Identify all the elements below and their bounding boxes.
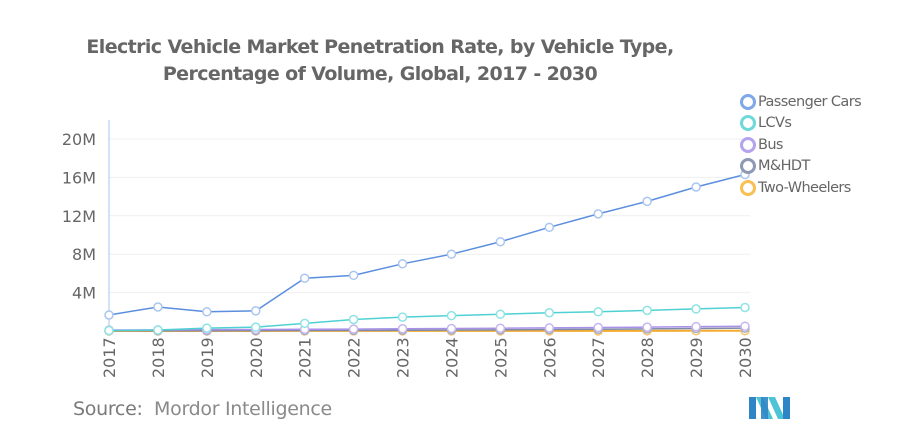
legend-item-two-wheelers[interactable]: Two-Wheelers bbox=[740, 177, 861, 199]
y-axis-ticks: 4M 8M 12M 16M 20M bbox=[62, 130, 96, 303]
y-tick-label: 4M bbox=[72, 284, 96, 303]
mordor-intelligence-logo-icon bbox=[749, 397, 790, 419]
data-point bbox=[642, 322, 652, 332]
data-point bbox=[593, 322, 603, 333]
x-axis-ticks: 2017 2018 2019 2020 2021 2022 2023 2024 2025 2026… bbox=[100, 337, 755, 378]
data-point bbox=[691, 321, 701, 332]
data-point bbox=[153, 302, 163, 312]
legend-item-mhdt[interactable]: M&HDT bbox=[740, 156, 861, 178]
legend-circle-icon bbox=[740, 179, 756, 196]
gridlines bbox=[109, 138, 750, 294]
data-point bbox=[495, 236, 506, 247]
source-note: Source: Mordor Intelligence bbox=[73, 398, 332, 420]
x-tick-label: 2022 bbox=[345, 337, 364, 378]
series-line-lcvs bbox=[108, 306, 746, 332]
legend: Passenger Cars LCVs Bus M&HDT Two-Wheele… bbox=[740, 91, 862, 199]
axes bbox=[108, 120, 750, 332]
x-tick-label: 2028 bbox=[638, 337, 657, 378]
data-point bbox=[348, 324, 359, 334]
x-tick-label: 2018 bbox=[149, 337, 168, 378]
x-tick-label: 2019 bbox=[198, 337, 217, 378]
x-tick-label: 2030 bbox=[736, 337, 755, 378]
chart-title: Electric Vehicle Market Penetration Rate… bbox=[0, 34, 760, 88]
source-value: Mordor Intelligence bbox=[154, 398, 332, 420]
series-lcvs bbox=[104, 302, 750, 336]
x-tick-label: 2021 bbox=[296, 337, 315, 378]
series-passenger-cars bbox=[104, 169, 750, 320]
legend-circle-icon bbox=[740, 158, 756, 175]
legend-item-passenger-cars[interactable]: Passenger Cars bbox=[740, 91, 862, 113]
y-tick-label: 8M bbox=[72, 245, 96, 264]
data-point bbox=[251, 306, 261, 316]
legend-item-lcvs[interactable]: LCVs bbox=[740, 113, 861, 135]
data-point bbox=[544, 323, 555, 333]
legend-label: Bus bbox=[758, 136, 784, 153]
x-tick-label: 2023 bbox=[394, 337, 413, 378]
data-point bbox=[251, 322, 261, 332]
legend-circle-icon bbox=[740, 115, 756, 132]
series-line-passenger-cars bbox=[108, 173, 746, 316]
data-point bbox=[446, 323, 457, 334]
data-point bbox=[593, 307, 603, 317]
legend-circle-icon bbox=[740, 136, 756, 153]
legend-item-bus[interactable]: Bus bbox=[740, 134, 861, 156]
data-point bbox=[691, 304, 701, 314]
x-tick-label: 2017 bbox=[100, 337, 119, 378]
x-tick-label: 2020 bbox=[247, 337, 266, 378]
data-point bbox=[397, 312, 408, 322]
data-point bbox=[740, 321, 750, 331]
data-point bbox=[544, 222, 555, 233]
x-tick-label: 2025 bbox=[491, 337, 510, 378]
x-tick-label: 2029 bbox=[687, 337, 706, 378]
data-point bbox=[495, 309, 506, 319]
data-point bbox=[691, 182, 701, 192]
data-point bbox=[202, 307, 212, 317]
series-line-bus bbox=[108, 325, 746, 331]
data-point bbox=[642, 305, 652, 316]
data-point bbox=[299, 318, 310, 329]
data-point bbox=[104, 325, 114, 336]
x-tick-label: 2026 bbox=[540, 337, 559, 378]
data-point bbox=[153, 325, 163, 335]
data-point bbox=[446, 249, 457, 259]
chart-title-line2: Percentage of Volume, Global, 2017 - 203… bbox=[162, 63, 598, 85]
data-point bbox=[544, 308, 555, 318]
x-tick-label: 2027 bbox=[589, 337, 608, 378]
legend-label: LCVs bbox=[758, 115, 792, 132]
data-point bbox=[397, 324, 408, 334]
data-point bbox=[348, 270, 359, 281]
y-tick-label: 12M bbox=[62, 207, 96, 226]
y-tick-label: 20M bbox=[62, 130, 96, 149]
data-point bbox=[104, 310, 114, 320]
legend-label: Passenger Cars bbox=[758, 93, 862, 110]
data-point bbox=[202, 323, 212, 333]
legend-label: M&HDT bbox=[758, 158, 810, 175]
chart-title-line1: Electric Vehicle Market Penetration Rate… bbox=[86, 36, 674, 58]
data-point bbox=[397, 259, 408, 269]
x-tick-label: 2024 bbox=[442, 337, 461, 378]
source-label: Source: bbox=[73, 398, 143, 420]
data-point bbox=[642, 196, 652, 207]
data-point bbox=[593, 209, 603, 219]
series-line-m-hdt bbox=[108, 327, 746, 332]
data-point bbox=[446, 310, 457, 321]
y-tick-label: 16M bbox=[62, 168, 96, 187]
data-point bbox=[740, 302, 750, 313]
data-point bbox=[348, 314, 359, 325]
data-point bbox=[495, 323, 506, 333]
legend-label: Two-Wheelers bbox=[758, 179, 851, 196]
legend-circle-icon bbox=[740, 93, 756, 110]
series-group bbox=[104, 169, 750, 336]
data-point bbox=[299, 273, 310, 283]
